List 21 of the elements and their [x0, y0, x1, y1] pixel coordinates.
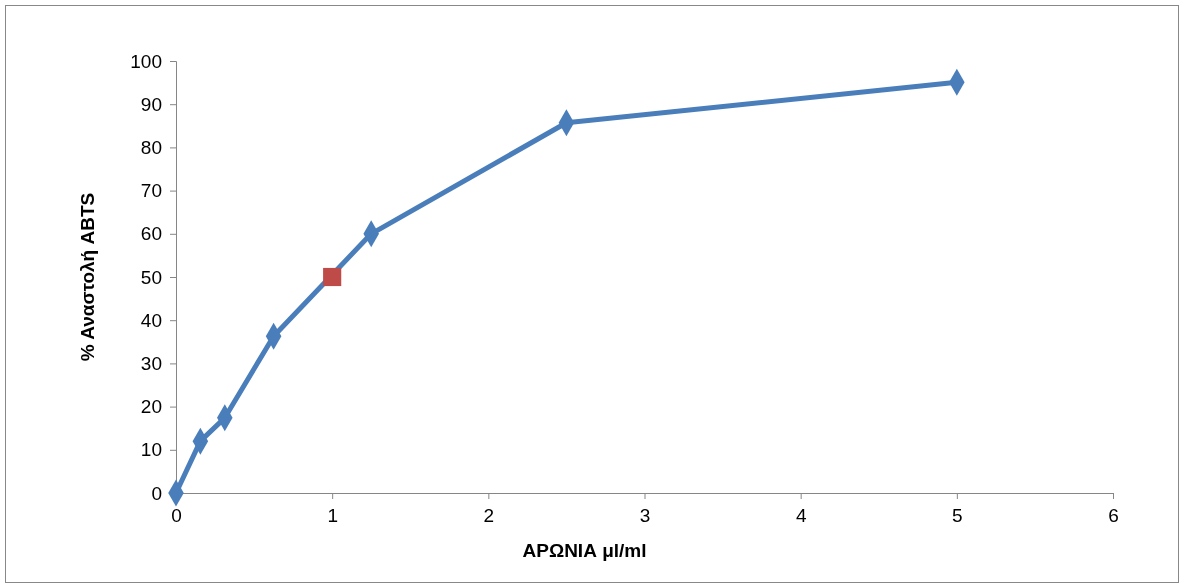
y-tick-label: 20 — [140, 396, 162, 418]
y-tick-label: 70 — [140, 180, 162, 202]
x-tick-label: 4 — [795, 505, 807, 527]
x-tick-label: 6 — [1108, 505, 1119, 527]
x-tick-label: 0 — [171, 505, 182, 527]
point — [323, 267, 342, 287]
y-tick-label: 0 — [151, 482, 162, 504]
y-tick-label: 80 — [140, 136, 162, 158]
y-tick-label: 100 — [130, 50, 162, 72]
y-tick-label: 60 — [140, 223, 162, 245]
y-tick-label: 30 — [140, 352, 162, 374]
x-tick-label: 5 — [952, 505, 963, 527]
y-axis-title: % Αναστολή ABTS — [77, 192, 98, 362]
x-tick-label: 3 — [639, 505, 651, 527]
y-tick-label: 50 — [140, 266, 162, 288]
y-tick-label: 40 — [140, 309, 162, 331]
x-axis-title: ΑΡΩΝΙΑ μl/ml — [522, 540, 647, 561]
y-tick-label: 90 — [140, 93, 162, 115]
x-tick-label: 1 — [327, 505, 338, 527]
y-tick-label: 10 — [140, 439, 162, 461]
x-tick-label: 2 — [483, 505, 495, 527]
